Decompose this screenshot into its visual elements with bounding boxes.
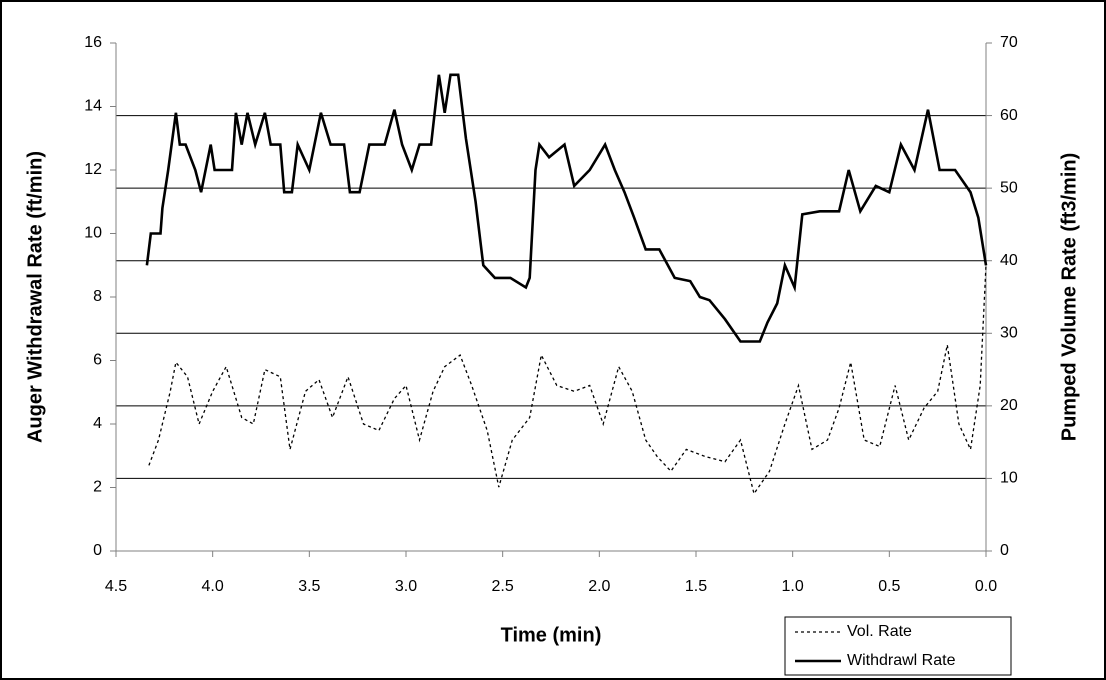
y-tick-label: 6 xyxy=(93,352,102,369)
y-tick-label: 16 xyxy=(84,34,102,51)
y-tick-label: 14 xyxy=(84,98,102,115)
x-tick-label: 3.5 xyxy=(298,578,320,595)
y-tick-label: 2 xyxy=(93,479,102,496)
y2-tick-label: 50 xyxy=(1000,179,1018,196)
y-tick-label: 0 xyxy=(93,542,102,559)
y2-tick-label: 20 xyxy=(1000,397,1018,414)
legend-label: Withdrawl Rate xyxy=(847,652,956,669)
y-axis-title: Auger Withdrawal Rate (ft/min) xyxy=(24,151,46,443)
x-tick-label: 4.5 xyxy=(105,578,127,595)
y-tick-label: 10 xyxy=(84,225,102,242)
legend-label: Vol. Rate xyxy=(847,623,912,640)
x-axis-title: Time (min) xyxy=(501,624,602,646)
x-tick-label: 2.5 xyxy=(492,578,514,595)
y-tick-label: 4 xyxy=(93,415,102,432)
y2-tick-label: 60 xyxy=(1000,107,1018,124)
y2-tick-label: 10 xyxy=(1000,470,1018,487)
y2-tick-label: 0 xyxy=(1000,542,1009,559)
x-tick-label: 2.0 xyxy=(588,578,610,595)
x-tick-label: 4.0 xyxy=(202,578,224,595)
y2-axis-title: Pumped Volume Rate (ft3/min) xyxy=(1058,153,1080,442)
series-line xyxy=(148,265,987,496)
series-line xyxy=(145,73,988,343)
y-tick-label: 12 xyxy=(84,161,102,178)
y2-tick-label: 40 xyxy=(1000,252,1018,269)
x-tick-label: 1.5 xyxy=(685,578,707,595)
y2-tick-label: 30 xyxy=(1000,325,1018,342)
x-tick-label: 0.5 xyxy=(878,578,900,595)
legend-box xyxy=(784,616,1012,676)
y2-tick-label: 70 xyxy=(1000,34,1018,51)
x-tick-label: 0.0 xyxy=(975,578,997,595)
x-tick-label: 3.0 xyxy=(395,578,417,595)
y-tick-label: 8 xyxy=(93,288,102,305)
x-tick-label: 1.0 xyxy=(782,578,804,595)
